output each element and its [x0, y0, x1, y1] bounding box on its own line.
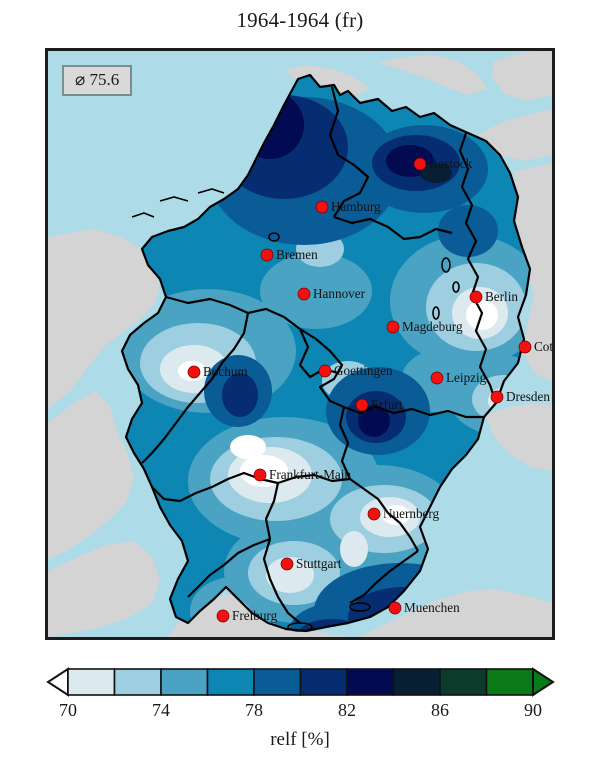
city-marker-rostock[interactable]: Rostock — [413, 156, 473, 171]
city-label: Rostock — [429, 156, 473, 171]
colorbar-extend-left-arrow — [46, 667, 69, 697]
city-marker-stuttgart[interactable]: Stuttgart — [280, 556, 342, 571]
colorbar-tick-86: 86 — [431, 700, 449, 720]
city-dot-icon[interactable] — [469, 290, 483, 304]
city-dot-icon[interactable] — [253, 468, 267, 482]
colorbar[interactable] — [0, 663, 600, 703]
city-label: Bochum — [203, 364, 248, 379]
city-marker-muenchen[interactable]: Muenchen — [388, 600, 460, 615]
contour-fill-layer — [122, 75, 530, 631]
city-marker-cottbus[interactable]: Cottbus — [518, 339, 552, 354]
city-dot-icon[interactable] — [518, 340, 532, 354]
page-title: 1964-1964 (fr) — [236, 8, 364, 32]
city-dot-icon[interactable] — [386, 320, 400, 334]
colorbar-segment-88-90[interactable] — [485, 668, 534, 696]
city-label: Freiburg — [232, 608, 278, 623]
colorbar-axis-label: relf [%] — [270, 729, 330, 750]
city-marker-leipzig[interactable]: Leipzig — [430, 370, 487, 385]
city-label: Erfurt — [371, 397, 403, 412]
colorbar-segment-84-86[interactable] — [392, 668, 441, 696]
city-dot-icon[interactable] — [430, 371, 444, 385]
city-marker-berlin[interactable]: Berlin — [469, 289, 518, 304]
colorbar-segment-78-80[interactable] — [253, 668, 302, 696]
city-label: Hannover — [313, 286, 366, 301]
city-dot-icon[interactable] — [413, 157, 427, 171]
city-dot-icon[interactable] — [318, 364, 332, 378]
colorbar-tick-70: 70 — [59, 700, 77, 720]
city-label: Dresden — [506, 389, 550, 404]
city-dot-icon[interactable] — [187, 365, 201, 379]
colorbar-swatches[interactable] — [0, 663, 600, 703]
city-dot-icon[interactable] — [315, 200, 329, 214]
colorbar-tick-82: 82 — [338, 700, 356, 720]
city-dot-icon[interactable] — [216, 609, 230, 623]
administrative-borders-layer — [120, 73, 532, 633]
city-label: Berlin — [485, 289, 518, 304]
city-dot-icon[interactable] — [367, 507, 381, 521]
city-label: Frankfurt-Main — [269, 467, 351, 482]
city-label: Goettingen — [334, 363, 393, 378]
city-label: Stuttgart — [296, 556, 342, 571]
map-panel[interactable]: Rostock Hamburg Bremen Hannover Berlin Magdeb… — [45, 48, 555, 640]
colorbar-extend-right-arrow — [532, 667, 555, 697]
city-marker-bremen[interactable]: Bremen — [260, 247, 318, 262]
city-dot-icon[interactable] — [260, 248, 274, 262]
hydrography-layer — [131, 188, 460, 632]
colorbar-segment-74-76[interactable] — [160, 668, 209, 696]
city-marker-frankfurt-main[interactable]: Frankfurt-Main — [253, 467, 351, 482]
colorbar-segment-76-78[interactable] — [206, 668, 255, 696]
city-dot-icon[interactable] — [355, 398, 369, 412]
neighbour-countries-layer — [48, 51, 552, 637]
city-dot-icon[interactable] — [297, 287, 311, 301]
colorbar-tick-78: 78 — [245, 700, 263, 720]
colorbar-tick-labels: 70 74 78 82 86 90 — [0, 700, 600, 726]
city-dot-icon[interactable] — [280, 557, 294, 571]
colorbar-tick-90: 90 — [524, 700, 542, 720]
city-marker-hannover[interactable]: Hannover — [297, 286, 366, 301]
colorbar-segment-82-84[interactable] — [346, 668, 395, 696]
city-markers-layer[interactable]: Rostock Hamburg Bremen Hannover Berlin Magdeb… — [187, 156, 552, 623]
colorbar-segment-80-82[interactable] — [299, 668, 348, 696]
city-label: Magdeburg — [402, 319, 463, 334]
city-marker-erfurt[interactable]: Erfurt — [355, 397, 403, 412]
colorbar-segment-86-88[interactable] — [439, 668, 488, 696]
spatial-mean-badge: ⌀ 75.6 — [62, 65, 133, 96]
colorbar-tick-74: 74 — [152, 700, 170, 720]
city-dot-icon[interactable] — [490, 390, 504, 404]
city-label: Hamburg — [331, 199, 381, 214]
city-marker-nuernberg[interactable]: Nuernberg — [367, 506, 440, 521]
city-marker-magdeburg[interactable]: Magdeburg — [386, 319, 463, 334]
city-label: Nuernberg — [383, 506, 440, 521]
city-label: Muenchen — [404, 600, 460, 615]
germany-choropleth-map[interactable]: Rostock Hamburg Bremen Hannover Berlin Magdeb… — [48, 51, 552, 637]
city-label: Bremen — [276, 247, 318, 262]
colorbar-segment-72-74[interactable] — [113, 668, 162, 696]
city-label: Cottbus — [534, 339, 552, 354]
city-dot-icon[interactable] — [388, 601, 402, 615]
city-label: Leipzig — [446, 370, 487, 385]
city-marker-bochum[interactable]: Bochum — [187, 364, 248, 379]
city-marker-goettingen[interactable]: Goettingen — [318, 363, 393, 378]
city-marker-freiburg[interactable]: Freiburg — [216, 608, 278, 623]
city-marker-dresden[interactable]: Dresden — [490, 389, 550, 404]
colorbar-segment-70-72[interactable] — [67, 668, 116, 696]
city-marker-hamburg[interactable]: Hamburg — [315, 199, 381, 214]
